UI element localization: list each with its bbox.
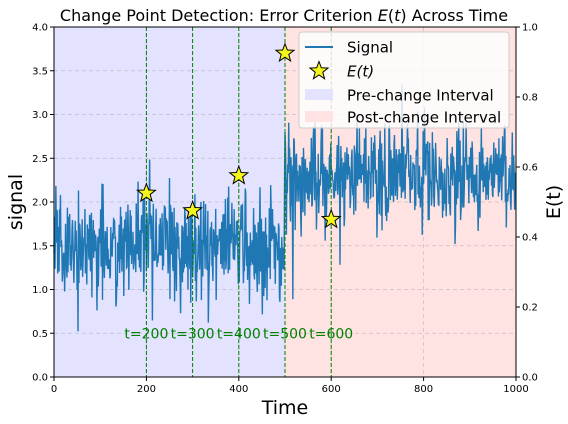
criterion-star-200 [136, 182, 157, 203]
x-tick-label-3: 600 [322, 384, 341, 395]
legend-criterion-swatch [308, 60, 330, 80]
x-tick-label-5: 1000 [503, 384, 528, 395]
y-axis-label: signal [5, 174, 27, 230]
y-tick-label-2: 1.0 [32, 285, 48, 296]
y2-tick-label-4: 0.8 [522, 93, 538, 104]
vline-label-500: t=500 [263, 326, 307, 342]
y-tick-label-8: 4.0 [32, 23, 48, 34]
x-tick-label-0: 0 [51, 384, 57, 395]
vline-label-200: t=200 [124, 326, 168, 342]
legend: Signal E(t) Pre-change Interval Post-change… [298, 31, 510, 129]
signal-layer [53, 84, 517, 332]
y2-tick-label-2: 0.4 [522, 233, 538, 244]
x-tick-label-1: 200 [137, 384, 156, 395]
y-tick-label-7: 3.5 [32, 66, 48, 77]
y-tick-label-5: 2.5 [32, 154, 48, 165]
y2-axis-label: E(t) [543, 185, 565, 219]
legend-label-0: Signal [347, 39, 393, 57]
x-tick-label-4: 800 [414, 384, 433, 395]
axes-layer: 0 200 400 600 800 10000.00.51.01.52.02.53.03.… [32, 23, 538, 396]
criterion-star-400 [228, 164, 250, 185]
criterion-layer [136, 42, 342, 229]
legend-label-1: E(t) [347, 63, 374, 81]
y2-tick-label-0: 0.0 [522, 373, 538, 384]
vline-label-400: t=400 [217, 326, 261, 342]
legend-label-2: Pre-change Interval [347, 87, 494, 105]
legend-region-swatch-2 [305, 89, 333, 100]
criterion-star-500 [274, 42, 296, 63]
vline-label-600: t=600 [309, 326, 353, 342]
criterion-star-300 [182, 199, 203, 220]
legend-region-swatch-3 [305, 111, 333, 122]
legend-box [298, 31, 510, 129]
y-tick-label-0: 0.0 [32, 373, 48, 384]
y2-tick-label-5: 1.0 [522, 23, 538, 34]
vline-labels-layer: t=200 t=300 t=400 t=500 t=600 [124, 326, 353, 342]
y2-tick-label-1: 0.2 [522, 303, 538, 314]
signal-line [53, 84, 517, 332]
y2-tick-label-3: 0.6 [522, 163, 538, 174]
vline-label-300: t=300 [171, 326, 215, 342]
x-tick-label-2: 400 [229, 384, 248, 395]
y-tick-label-1: 0.5 [32, 329, 48, 340]
x-axis-label: Time [261, 397, 309, 419]
legend-label-3: Post-change Interval [347, 109, 501, 127]
y-tick-label-3: 1.5 [32, 241, 48, 252]
y-tick-label-6: 3.0 [32, 110, 48, 121]
chart-title: Change Point Detection: Error Criterion … [60, 6, 508, 25]
criterion-star-600 [320, 208, 342, 229]
y-tick-label-4: 2.0 [32, 198, 48, 209]
